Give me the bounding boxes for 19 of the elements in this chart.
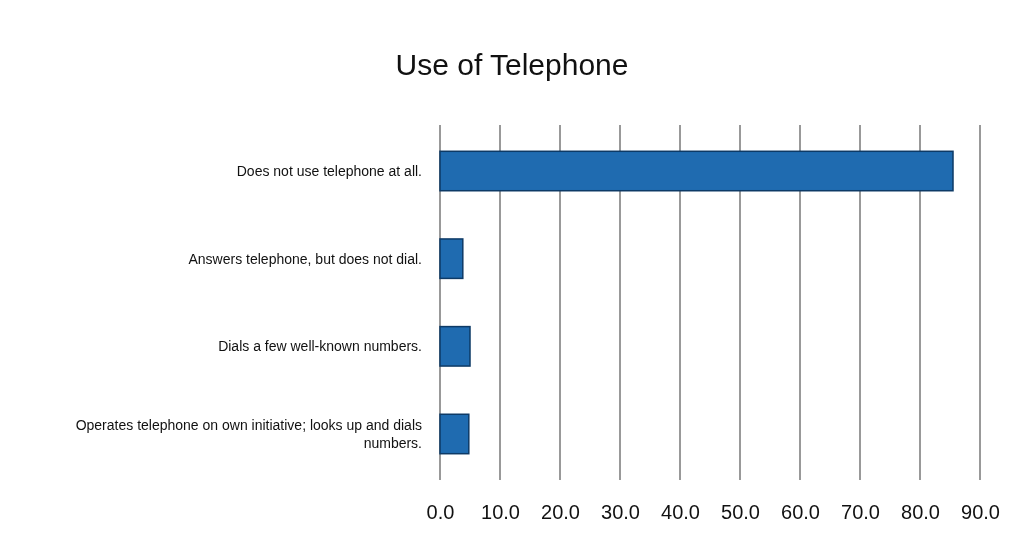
- x-tick-label: 60.0: [781, 501, 820, 523]
- x-tick-label: 40.0: [661, 501, 700, 523]
- y-tick-label: Operates telephone on own initiative; looks up and dials numbers.: [75, 416, 422, 451]
- bar: [439, 413, 470, 455]
- x-tick-label: 90.0: [961, 501, 1000, 523]
- y-tick-label: Dials a few well-known numbers.: [218, 338, 422, 355]
- bar: [439, 238, 464, 280]
- x-tick-label: 30.0: [601, 501, 640, 523]
- x-tick-label: 0.0: [426, 501, 455, 523]
- x-tick-label: 50.0: [721, 501, 760, 523]
- y-tick-label: Answers telephone, but does not dial.: [188, 250, 422, 267]
- x-tick-label: 20.0: [541, 501, 580, 523]
- y-tick-label: Does not use telephone at all.: [236, 162, 422, 179]
- chart-title: Use of Telephone: [395, 48, 629, 81]
- x-tick-label: 70.0: [841, 501, 880, 523]
- x-tick-label: 80.0: [901, 501, 940, 523]
- x-tick-label: 10.0: [481, 501, 520, 523]
- bar: [439, 150, 954, 192]
- bar: [439, 325, 471, 367]
